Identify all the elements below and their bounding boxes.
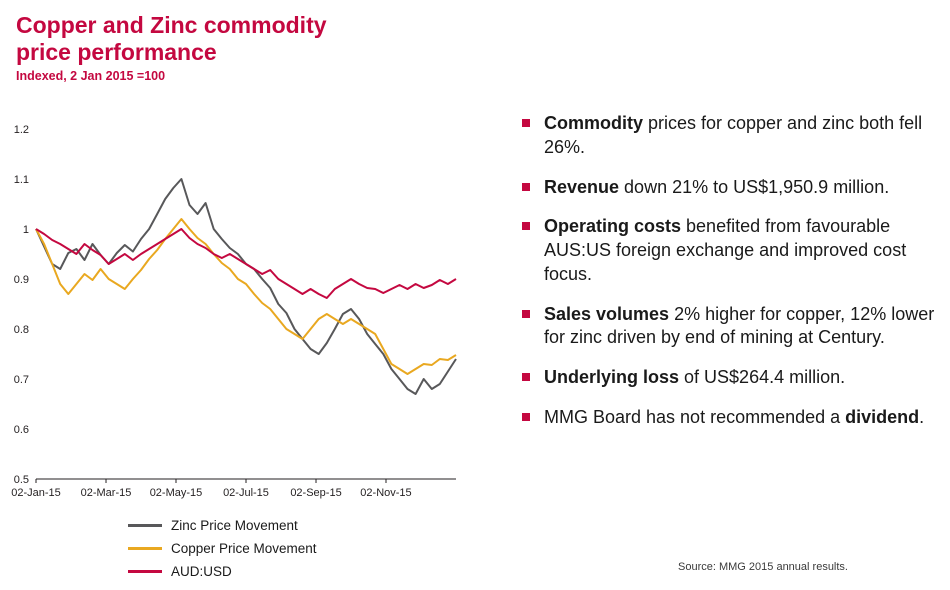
page-title-line1: Copper and Zinc commodity (16, 12, 327, 38)
key-point: Commodity prices for copper and zinc bot… (520, 112, 944, 160)
legend-item-zinc: Zinc Price Movement (128, 514, 480, 537)
key-point: MMG Board has not recommended a dividend… (520, 406, 944, 430)
key-point-bold-text: Revenue (544, 176, 620, 197)
key-points-panel: Commodity prices for copper and zinc bot… (520, 112, 944, 446)
svg-text:02-Mar-15: 02-Mar-15 (81, 487, 132, 499)
header: Copper and Zinc commodity price performa… (16, 12, 327, 83)
svg-text:1: 1 (23, 224, 29, 236)
svg-text:02-Nov-15: 02-Nov-15 (360, 487, 411, 499)
key-points-list: Commodity prices for copper and zinc bot… (520, 112, 944, 430)
svg-text:0.7: 0.7 (14, 374, 29, 386)
page-title-line2: price performance (16, 38, 217, 65)
svg-text:1.2: 1.2 (14, 124, 29, 136)
key-point-text: 2% higher for copper, 12% lower for zinc… (544, 303, 935, 348)
chart-block: 1.2 1.1 1 0.9 0.8 0.7 0.6 0.5 02-Jan-15 02-Mar-15… (0, 116, 480, 583)
svg-text:0.9: 0.9 (14, 274, 29, 286)
zinc-line-swatch (128, 524, 162, 527)
page-title: Copper and Zinc commodity price performa… (16, 12, 327, 65)
key-point-bold-text: dividend (845, 406, 920, 427)
legend-label-copper: Copper Price Movement (171, 541, 317, 556)
key-point-text: benefited from favourable AUS:US foreign… (544, 216, 907, 284)
key-point-bold-text: Operating costs (544, 216, 682, 237)
key-point-bold-text: Commodity (544, 113, 643, 133)
aud-usd-line-swatch (128, 570, 162, 573)
svg-text:0.6: 0.6 (14, 424, 29, 436)
legend-label-aud-usd: AUD:USD (171, 564, 232, 579)
key-point: Sales volumes 2% higher for copper, 12% … (520, 303, 944, 351)
svg-text:0.8: 0.8 (14, 324, 29, 336)
key-point-bold-text: Underlying loss (544, 367, 680, 387)
key-point-text: . (919, 406, 925, 427)
svg-text:0.5: 0.5 (14, 474, 29, 486)
svg-text:02-Sep-15: 02-Sep-15 (290, 487, 341, 499)
legend-label-zinc: Zinc Price Movement (171, 518, 298, 533)
key-point: Operating costs benefited from favourabl… (520, 215, 944, 286)
page-subtitle: Indexed, 2 Jan 2015 =100 (16, 69, 166, 84)
key-point-bold-text: Sales volumes (544, 303, 670, 324)
key-point-text: MMG Board has not recommended a (544, 406, 846, 427)
key-point: Revenue down 21% to US$1,950.9 million. (520, 176, 944, 200)
svg-text:1.1: 1.1 (14, 174, 29, 186)
chart-legend: Zinc Price Movement Copper Price Movemen… (128, 514, 480, 583)
key-point: Underlying loss of US$264.4 million. (520, 366, 944, 390)
svg-text:02-Jan-15: 02-Jan-15 (11, 487, 61, 499)
key-point-text: of US$264.4 million. (679, 367, 846, 387)
source-note: Source: MMG 2015 annual results. (678, 561, 848, 573)
key-point-text: down 21% to US$1,950.9 million. (619, 176, 890, 197)
svg-text:02-Jul-15: 02-Jul-15 (223, 487, 269, 499)
legend-item-copper: Copper Price Movement (128, 537, 480, 560)
legend-item-aud-usd: AUD:USD (128, 560, 480, 583)
key-point-text: prices for copper and zinc both fell 26%… (544, 113, 923, 157)
copper-line-swatch (128, 547, 162, 550)
price-chart: 1.2 1.1 1 0.9 0.8 0.7 0.6 0.502-Jan-15 02-Mar-15… (11, 124, 457, 499)
svg-text:02-May-15: 02-May-15 (150, 487, 203, 499)
